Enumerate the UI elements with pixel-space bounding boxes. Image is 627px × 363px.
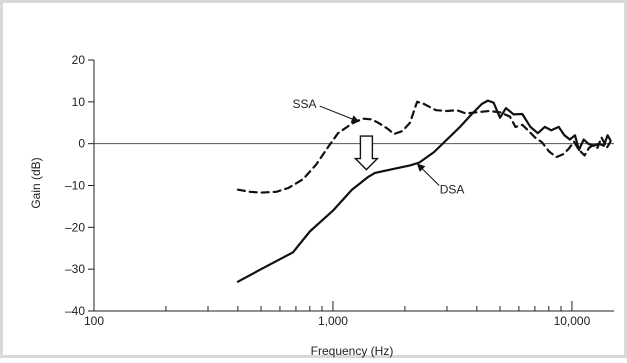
y-tick-label: –40 [65, 304, 85, 318]
annotation-arrow-dsa [416, 163, 440, 186]
y-tick-label: –20 [65, 220, 85, 234]
y-axis-label: Gain (dB) [29, 157, 43, 208]
y-tick-label: –10 [65, 179, 85, 193]
annotation-arrow-ssa [319, 105, 360, 123]
chart-labels: Gain (dB) Frequency (Hz) [29, 157, 393, 358]
x-tick-label: 100 [84, 314, 104, 328]
x-tick-label: 10,000 [554, 314, 591, 328]
down-arrow-marker [353, 135, 380, 171]
annotation-label-dsa: DSA [440, 183, 465, 197]
y-tick-label: –30 [65, 262, 85, 276]
series-line-dsa [236, 99, 612, 283]
y-tick-label: 0 [78, 137, 85, 151]
plot-area: SSA DSA [94, 97, 614, 283]
y-tick-label: 20 [72, 53, 86, 67]
y-tick-label: 10 [72, 95, 86, 109]
x-tick-label: 1,000 [318, 314, 348, 328]
x-axis-label: Frequency (Hz) [311, 344, 394, 358]
annotation-label-ssa: SSA [292, 97, 316, 111]
